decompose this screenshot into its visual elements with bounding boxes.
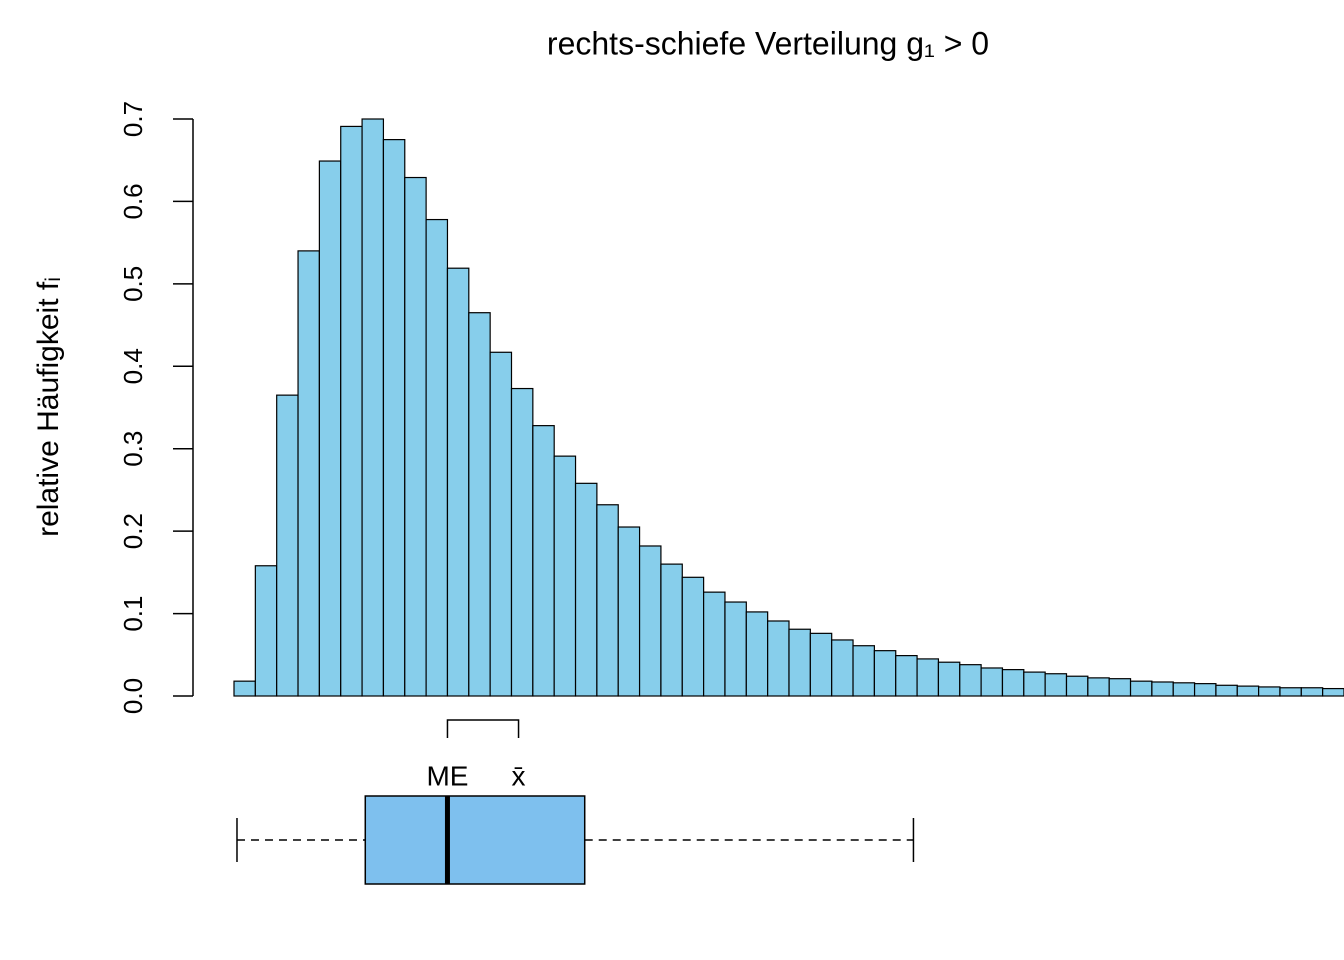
bar [895, 655, 918, 697]
y-tick-label: 0.5 [118, 266, 148, 302]
bar [617, 526, 641, 697]
bar [1065, 675, 1089, 697]
y-tick-label: 0.6 [118, 183, 148, 219]
bar [831, 639, 854, 697]
bar [510, 387, 534, 697]
median-label: ME [426, 760, 468, 791]
bar [318, 160, 342, 697]
bar [745, 611, 769, 697]
bar [276, 394, 299, 697]
bar [980, 667, 1004, 697]
bar [425, 218, 449, 697]
y-tick-label: 0.0 [118, 678, 148, 714]
bar [233, 680, 256, 697]
bar [1087, 677, 1110, 697]
bar [254, 565, 278, 697]
box [364, 795, 586, 885]
bar [660, 563, 683, 697]
bar [703, 591, 726, 697]
bar [852, 645, 875, 697]
bar [361, 118, 385, 697]
bar [297, 250, 320, 697]
bar [404, 176, 427, 697]
bar [382, 139, 406, 697]
bar [767, 620, 790, 697]
bar [446, 267, 470, 697]
bar [1193, 683, 1217, 697]
y-tick-label: 0.7 [118, 101, 148, 137]
bar [574, 482, 598, 697]
y-tick-label: 0.4 [118, 348, 148, 384]
bar [638, 545, 662, 697]
bar [532, 425, 555, 697]
bar [1023, 671, 1046, 697]
bar [596, 504, 619, 697]
chart-title: rechts-schiefe Verteilung g₁ > 0 [547, 25, 989, 61]
bar [1129, 680, 1153, 697]
bar [1236, 685, 1260, 697]
bar [959, 664, 982, 697]
bar [340, 125, 363, 697]
bar [937, 661, 961, 697]
bar [1001, 669, 1025, 697]
bar [1172, 682, 1196, 697]
bar [1300, 687, 1324, 697]
bar [489, 351, 513, 697]
bar [1215, 684, 1238, 697]
mean-label: x̄ [512, 760, 526, 791]
bar [553, 455, 577, 697]
bar [809, 632, 833, 697]
y-tick-label: 0.3 [118, 431, 148, 467]
bar [681, 576, 705, 697]
bar [788, 628, 811, 697]
bar [916, 658, 940, 697]
bar [1322, 687, 1344, 697]
bar [724, 601, 747, 697]
bar [873, 650, 897, 697]
bar [468, 312, 491, 697]
bar [1258, 686, 1281, 697]
y-axis-label: relative Häufigkeit fᵢ [32, 277, 65, 537]
median-mean-bracket [446, 719, 520, 738]
bar [1151, 681, 1174, 697]
bar [1044, 673, 1068, 697]
bar [1108, 678, 1132, 697]
y-tick-label: 0.2 [118, 513, 148, 549]
y-tick-label: 0.1 [118, 595, 148, 631]
bar [1279, 687, 1302, 697]
